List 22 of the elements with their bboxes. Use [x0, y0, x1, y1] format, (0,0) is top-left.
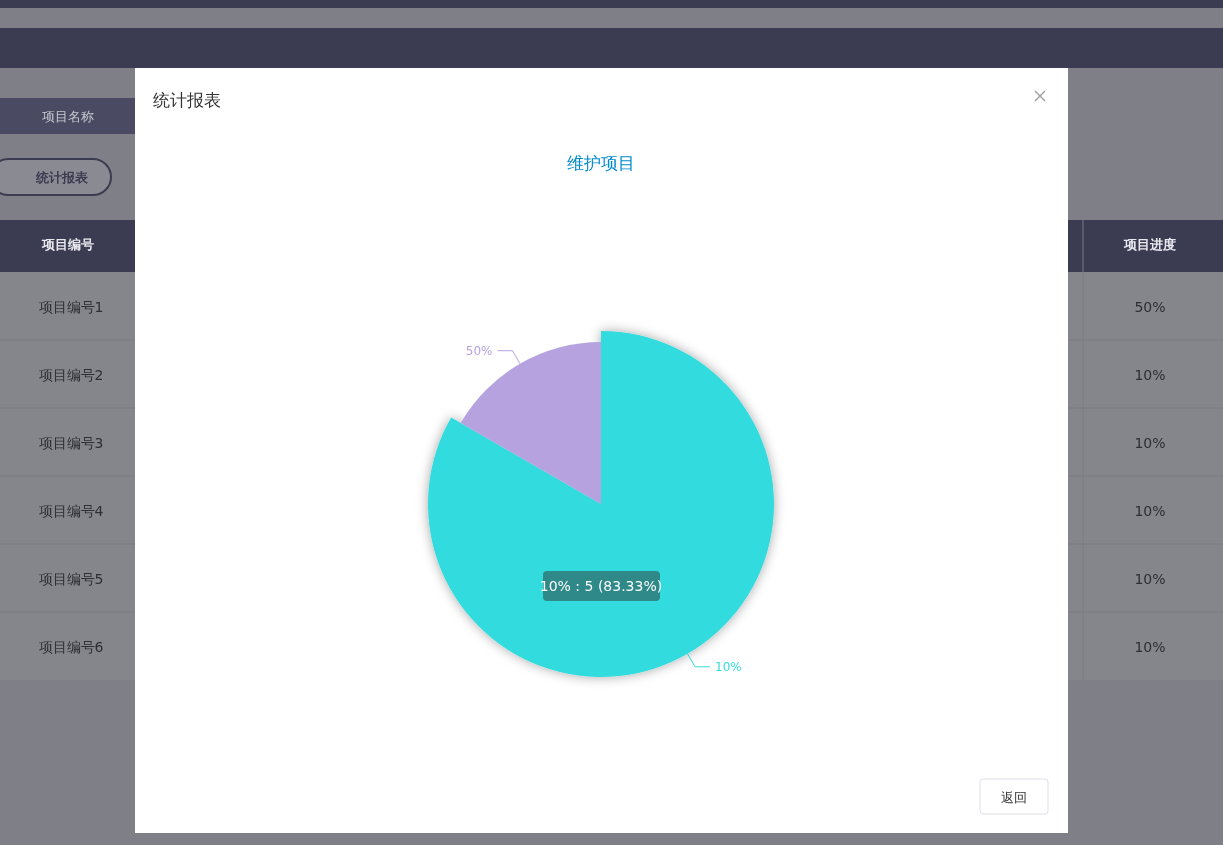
text: 10%	[1134, 639, 1166, 655]
text: 返回	[1001, 790, 1027, 805]
chart-title: 维护项目	[567, 153, 635, 173]
text: 项目编号	[41, 237, 94, 252]
text: 项目编号1	[38, 299, 104, 315]
text: 项目编号2	[38, 367, 104, 383]
text: 10% : 5 (83.33%)	[539, 578, 663, 594]
text: 10%	[1134, 367, 1166, 383]
text: 10%	[1134, 571, 1166, 587]
text: 10%	[1134, 435, 1166, 451]
text: 统计报表	[153, 90, 221, 110]
text: 项目名称	[42, 109, 94, 124]
slice-label: 10%	[715, 659, 742, 674]
text: 项目进度	[1123, 237, 1176, 252]
text: 项目编号4	[38, 503, 104, 519]
text: 项目编号5	[38, 571, 104, 587]
text: 统计报表	[35, 170, 89, 185]
text: 项目编号3	[38, 435, 104, 451]
text: 10%	[1134, 503, 1166, 519]
text: 项目编号6	[38, 639, 104, 655]
text: 50%	[1134, 299, 1166, 315]
slice-label: 50%	[465, 343, 493, 358]
